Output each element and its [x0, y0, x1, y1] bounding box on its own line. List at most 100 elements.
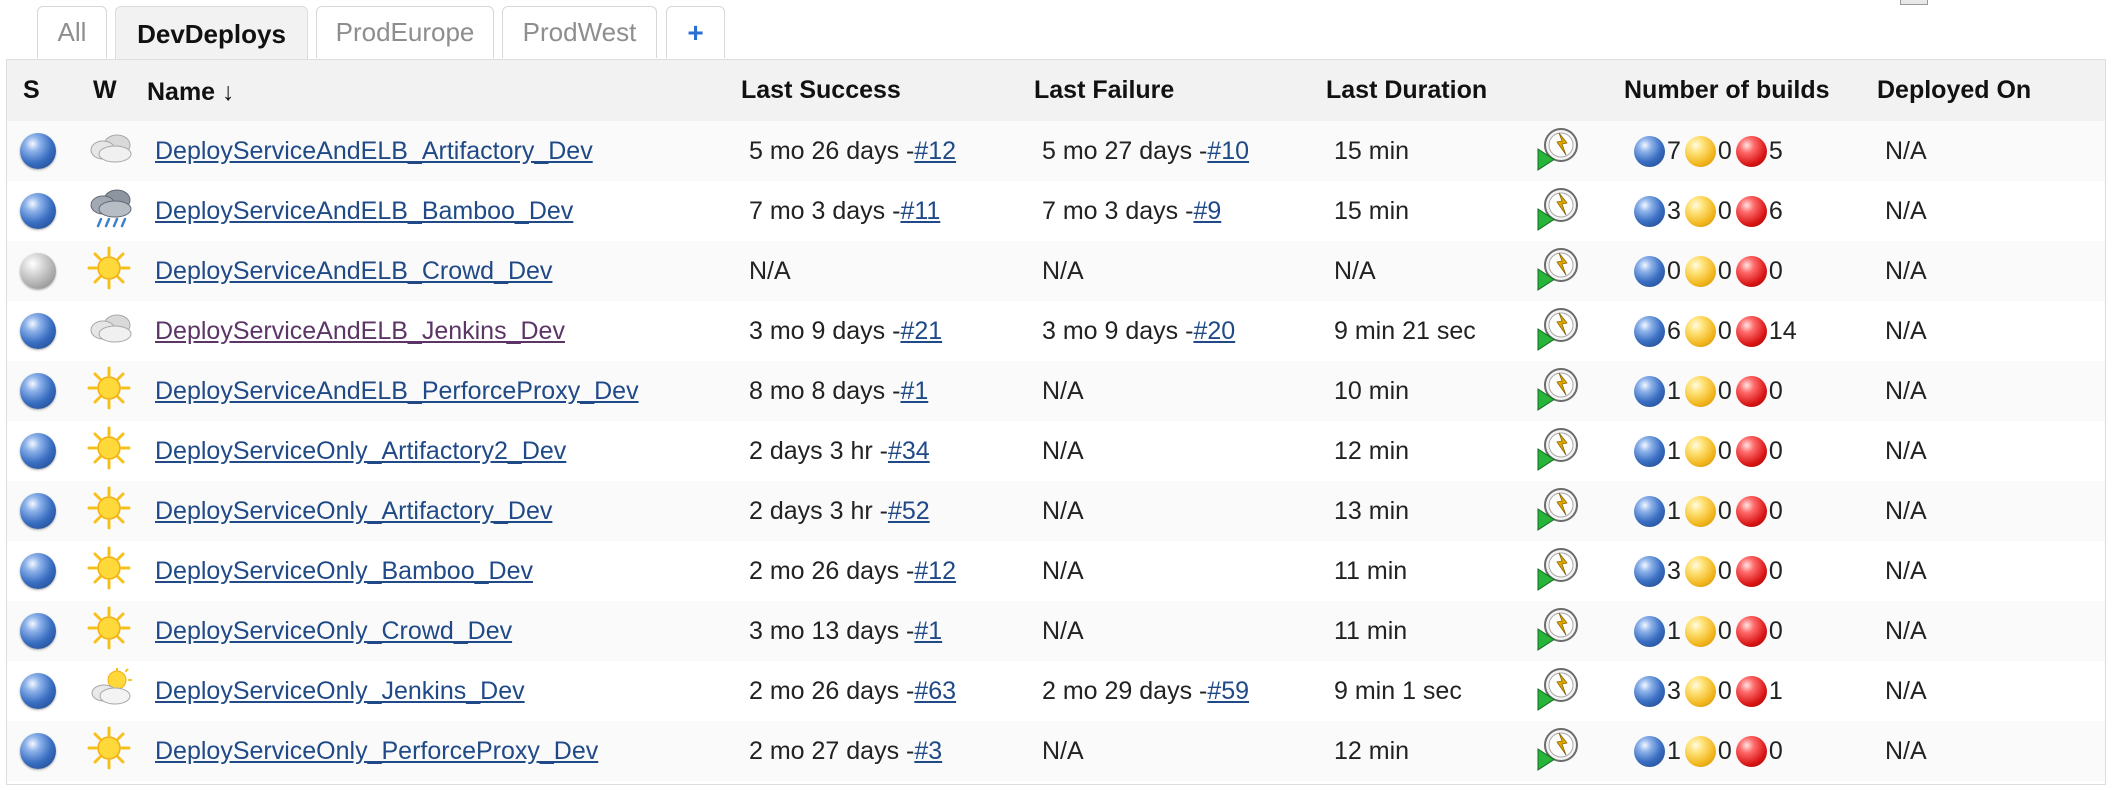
last-success-build-link[interactable]: #1: [900, 376, 929, 405]
last-success-build-link[interactable]: #21: [900, 316, 943, 345]
unstable-ball-icon: [1684, 255, 1716, 287]
unstable-count: 0: [1717, 496, 1732, 525]
table-row: DeployServiceAndELB_Crowd_Dev N/A N/A N/A 0 0…: [7, 241, 2105, 301]
build-now-icon[interactable]: [1537, 125, 1583, 178]
last-success-text: 2 mo 27 days -: [749, 736, 915, 765]
last-duration-text: 9 min 21 sec: [1334, 316, 1476, 345]
failed-ball-icon: [1735, 675, 1767, 707]
blue-ball-icon: [20, 133, 56, 169]
header-weather[interactable]: W: [93, 76, 117, 104]
job-link[interactable]: DeployServiceOnly_Bamboo_Dev: [155, 556, 533, 585]
tab-all[interactable]: All: [37, 6, 107, 58]
build-counts-cell: 0 0 0: [1634, 241, 1787, 301]
last-success-build-link[interactable]: #12: [914, 136, 957, 165]
last-failure-build-link[interactable]: #10: [1207, 136, 1250, 165]
last-success-text: 2 days 3 hr -: [749, 436, 888, 465]
last-success-build-link[interactable]: #52: [887, 496, 930, 525]
success-ball-icon: [1634, 435, 1665, 467]
weather-cell: [87, 181, 135, 241]
build-now-icon[interactable]: [1537, 425, 1583, 478]
success-count: 6: [1667, 316, 1681, 345]
table-row: DeployServiceOnly_Artifactory_Dev 2 days …: [7, 481, 2105, 541]
failed-count: 0: [1768, 256, 1783, 285]
job-link[interactable]: DeployServiceOnly_PerforceProxy_Dev: [155, 736, 599, 765]
job-link[interactable]: DeployServiceOnly_Artifactory2_Dev: [155, 436, 567, 465]
last-success-build-link[interactable]: #63: [914, 676, 957, 705]
last-success-build-link[interactable]: #11: [900, 196, 941, 225]
failed-ball-icon: [1735, 735, 1767, 767]
status-cell: [20, 241, 56, 301]
last-success-build-link[interactable]: #34: [887, 436, 930, 465]
table-row: DeployServiceAndELB_Jenkins_Dev 3 mo 9 da…: [7, 301, 2105, 361]
job-link[interactable]: DeployServiceOnly_Crowd_Dev: [155, 616, 513, 645]
success-count: 0: [1667, 256, 1681, 285]
build-now-icon[interactable]: [1537, 665, 1583, 718]
table-row: DeployServiceOnly_Crowd_Dev 3 mo 13 days …: [7, 601, 2105, 661]
deployed-on-text: N/A: [1885, 736, 1927, 765]
tab-devdeploys[interactable]: DevDeploys: [115, 6, 308, 61]
last-failure-text: N/A: [1042, 496, 1084, 525]
last-success-text: 2 mo 26 days -: [749, 676, 915, 705]
last-success-build-link[interactable]: #1: [914, 616, 943, 645]
build-now-icon[interactable]: [1537, 245, 1583, 298]
build-now-icon[interactable]: [1537, 185, 1583, 238]
job-link[interactable]: DeployServiceAndELB_Jenkins_Dev: [155, 316, 565, 345]
tab-prodeurope[interactable]: ProdEurope: [316, 6, 494, 58]
job-link[interactable]: DeployServiceOnly_Artifactory_Dev: [155, 496, 553, 525]
build-counts-cell: 3 0 6: [1634, 181, 1787, 241]
last-success-build-link[interactable]: #12: [914, 556, 957, 585]
header-last-success[interactable]: Last Success: [741, 76, 901, 104]
last-success-cell: 2 days 3 hr - #52: [749, 481, 930, 541]
build-now-icon[interactable]: [1537, 725, 1583, 778]
job-link[interactable]: DeployServiceAndELB_Bamboo_Dev: [155, 196, 574, 225]
job-link[interactable]: DeployServiceAndELB_Crowd_Dev: [155, 256, 553, 285]
build-now-cell: [1537, 541, 1583, 601]
last-failure-build-link[interactable]: #20: [1193, 316, 1236, 345]
last-success-text: 3 mo 9 days -: [749, 316, 901, 345]
header-number-of-builds[interactable]: Number of builds: [1624, 76, 1830, 104]
header-deployed-on[interactable]: Deployed On: [1877, 76, 2032, 104]
last-failure-build-link[interactable]: #9: [1193, 196, 1222, 225]
last-success-build-link[interactable]: #3: [914, 736, 943, 765]
failed-count: 0: [1768, 616, 1783, 645]
last-failure-text: N/A: [1042, 556, 1084, 585]
build-now-icon[interactable]: [1537, 305, 1583, 358]
failed-count: 5: [1768, 136, 1783, 165]
last-failure-text: 2 mo 29 days -: [1042, 676, 1208, 705]
build-now-icon[interactable]: [1537, 605, 1583, 658]
last-success-text: 5 mo 26 days -: [749, 136, 915, 165]
build-now-cell: [1537, 361, 1583, 421]
success-count: 3: [1667, 676, 1681, 705]
failed-ball-icon: [1735, 375, 1767, 407]
unstable-ball-icon: [1684, 615, 1716, 647]
build-now-icon[interactable]: [1537, 485, 1583, 538]
job-link[interactable]: DeployServiceAndELB_Artifactory_Dev: [155, 136, 593, 165]
failed-count: 0: [1768, 496, 1783, 525]
header-status[interactable]: S: [23, 76, 40, 104]
last-success-text: 7 mo 3 days -: [749, 196, 901, 225]
blue-ball-icon: [20, 313, 56, 349]
success-ball-icon: [1634, 555, 1665, 587]
weather-cell: [87, 121, 135, 181]
rain-icon: [87, 186, 135, 237]
status-cell: [20, 601, 56, 661]
build-now-icon[interactable]: [1537, 545, 1583, 598]
table-row: DeployServiceOnly_Artifactory2_Dev 2 days…: [7, 421, 2105, 481]
job-link[interactable]: DeployServiceOnly_Jenkins_Dev: [155, 676, 525, 705]
header-last-failure[interactable]: Last Failure: [1034, 76, 1175, 104]
build-now-cell: [1537, 661, 1583, 721]
build-now-icon[interactable]: [1537, 365, 1583, 418]
status-cell: [20, 421, 56, 481]
cloudy-icon: [87, 308, 135, 355]
last-failure-build-link[interactable]: #59: [1207, 676, 1250, 705]
unstable-ball-icon: [1684, 435, 1716, 467]
failed-ball-icon: [1735, 255, 1767, 287]
status-cell: [20, 301, 56, 361]
header-name[interactable]: Name ↓: [147, 78, 235, 106]
success-ball-icon: [1634, 315, 1665, 347]
blue-ball-icon: [20, 373, 56, 409]
job-link[interactable]: DeployServiceAndELB_PerforceProxy_Dev: [155, 376, 639, 405]
new-view-tab[interactable]: +: [666, 6, 725, 58]
tab-prodwest[interactable]: ProdWest: [502, 6, 657, 58]
header-last-duration[interactable]: Last Duration: [1326, 76, 1488, 104]
